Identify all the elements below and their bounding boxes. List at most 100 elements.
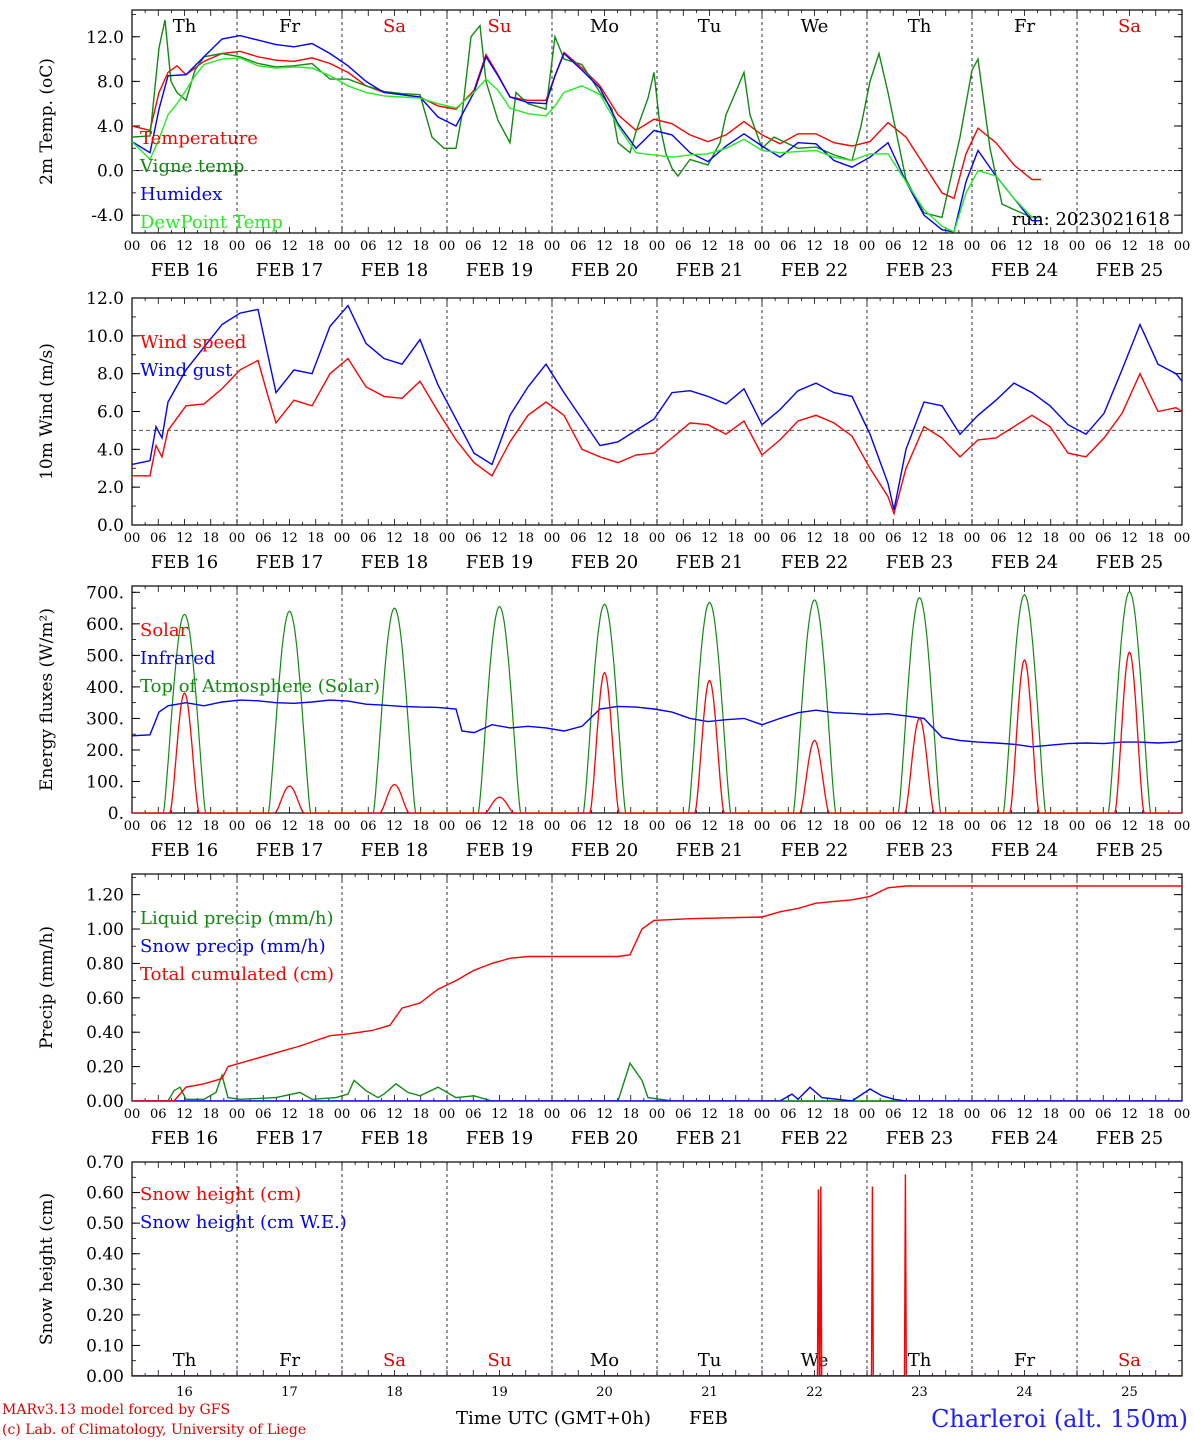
hour-tick-label: 06 xyxy=(885,239,902,254)
panel-energy: 0. 100. 200. 300. 400. 500. 600. 700. Energy flu… xyxy=(37,583,1190,861)
hour-tick-label: 00 xyxy=(754,1107,771,1122)
hour-tick-label: 00 xyxy=(754,819,771,834)
legend-entry: Top of Atmosphere (Solar) xyxy=(140,676,380,697)
hour-tick-label: 12 xyxy=(911,531,928,546)
hour-tick-label: 06 xyxy=(1095,531,1112,546)
hour-tick-label: 18 xyxy=(832,819,849,834)
panel-snow: 0.00 0.10 0.20 0.30 0.40 0.50 0.60 0.70 Snow hei… xyxy=(37,1153,1183,1400)
hour-tick-label: 18 xyxy=(1147,1107,1164,1122)
legend-entry: Snow height (cm) xyxy=(140,1184,301,1205)
y-tick-label: 700. xyxy=(86,583,124,603)
plot-frame xyxy=(131,9,1183,234)
plot-area xyxy=(132,304,1182,516)
series-dewpoint-temp-line xyxy=(132,57,1041,233)
hour-tick-label: 12 xyxy=(491,531,508,546)
hour-tick-label: 00 xyxy=(229,531,246,546)
date-label: FEB 16 xyxy=(151,552,218,573)
date-label: FEB 19 xyxy=(466,840,533,861)
date-label: FEB 24 xyxy=(991,1128,1058,1149)
hour-tick-label: 06 xyxy=(360,531,377,546)
hour-tick-label: 00 xyxy=(229,819,246,834)
hour-tick-label: 18 xyxy=(622,819,639,834)
hour-tick-label: 06 xyxy=(990,1107,1007,1122)
date-label: FEB 17 xyxy=(256,840,323,861)
hour-tick-label: 06 xyxy=(465,1107,482,1122)
plot-area xyxy=(132,1174,1182,1376)
hour-tick-label: 00 xyxy=(439,531,456,546)
hour-tick-label: 18 xyxy=(727,819,744,834)
hour-tick-label: 12 xyxy=(281,531,298,546)
weekday-label: Fr xyxy=(1014,1350,1035,1371)
date-label: FEB 17 xyxy=(256,260,323,281)
y-tick-label: 0.10 xyxy=(86,1336,124,1356)
y-tick-label: 8.0 xyxy=(97,365,124,385)
date-label: FEB 18 xyxy=(361,840,428,861)
hour-tick-label: 12 xyxy=(1016,239,1033,254)
date-label: FEB 23 xyxy=(886,552,953,573)
hour-tick-label: 12 xyxy=(176,819,193,834)
legend-entry: Snow precip (mm/h) xyxy=(140,936,326,957)
hour-tick-label: 06 xyxy=(465,239,482,254)
hour-tick-label: 00 xyxy=(964,531,981,546)
hour-tick-label: 00 xyxy=(334,819,351,834)
hour-tick-label: 12 xyxy=(1121,531,1138,546)
hour-tick-label: 12 xyxy=(491,239,508,254)
y-tick-label: 0.70 xyxy=(86,1153,124,1173)
hour-tick-label: 12 xyxy=(911,819,928,834)
y-tick-label: 0.50 xyxy=(86,1214,124,1234)
hour-tick-label: 00 xyxy=(649,239,666,254)
hour-tick-label: 06 xyxy=(360,239,377,254)
day-number-label: 21 xyxy=(701,1385,718,1400)
hour-tick-label: 18 xyxy=(202,1107,219,1122)
weekday-label: Tu xyxy=(698,16,722,37)
hour-tick-label: 06 xyxy=(675,531,692,546)
weekday-label: We xyxy=(801,1350,829,1371)
hour-tick-label: 00 xyxy=(964,239,981,254)
hour-tick-label: 00 xyxy=(229,239,246,254)
hour-tick-label: 12 xyxy=(806,239,823,254)
hour-tick-label: 12 xyxy=(1121,819,1138,834)
plot-area xyxy=(132,19,1041,233)
hour-tick-label: 12 xyxy=(806,819,823,834)
day-number-label: 19 xyxy=(491,1385,508,1400)
legend-entry: Temperature xyxy=(140,128,258,149)
weekday-label: Tu xyxy=(698,1350,722,1371)
hour-tick-label: 18 xyxy=(202,239,219,254)
hour-tick-label: 06 xyxy=(675,1107,692,1122)
hour-tick-label: 12 xyxy=(701,819,718,834)
hour-tick-label: 00 xyxy=(334,1107,351,1122)
weekday-label: Th xyxy=(173,16,197,37)
hour-tick-label: 18 xyxy=(832,1107,849,1122)
model-credit: MARv3.13 model forced by GFS xyxy=(2,1402,230,1418)
date-label: FEB 23 xyxy=(886,260,953,281)
y-axis-label: Precip (mm/h) xyxy=(37,926,57,1049)
date-label: FEB 21 xyxy=(676,552,743,573)
hour-tick-label: 18 xyxy=(307,1107,324,1122)
hour-tick-label: 18 xyxy=(727,1107,744,1122)
date-label: FEB 23 xyxy=(886,1128,953,1149)
hour-tick-label: 18 xyxy=(517,239,534,254)
hour-tick-label: 06 xyxy=(780,531,797,546)
hour-tick-label: 18 xyxy=(937,1107,954,1122)
weekday-label: Sa xyxy=(383,16,406,37)
hour-tick-label: 06 xyxy=(570,819,587,834)
legend-entry: Solar xyxy=(140,620,189,641)
y-tick-label: 0.00 xyxy=(86,1092,124,1112)
hour-tick-label: 18 xyxy=(832,531,849,546)
hour-tick-label: 06 xyxy=(990,819,1007,834)
date-label: FEB 16 xyxy=(151,1128,218,1149)
date-label: FEB 25 xyxy=(1096,1128,1163,1149)
y-tick-label: 0.0 xyxy=(97,162,124,182)
hour-tick-label: 18 xyxy=(1147,819,1164,834)
date-label: FEB 20 xyxy=(571,552,638,573)
hour-tick-label: 12 xyxy=(1016,819,1033,834)
hour-tick-label: 12 xyxy=(806,1107,823,1122)
hour-tick-label: 00 xyxy=(649,531,666,546)
hour-tick-label: 06 xyxy=(570,239,587,254)
hour-tick-label: 12 xyxy=(911,239,928,254)
legend-entry: Humidex xyxy=(140,184,222,205)
date-label: FEB 21 xyxy=(676,260,743,281)
hour-tick-label: 00 xyxy=(754,239,771,254)
date-label: FEB 17 xyxy=(256,1128,323,1149)
day-number-label: 16 xyxy=(176,1385,193,1400)
